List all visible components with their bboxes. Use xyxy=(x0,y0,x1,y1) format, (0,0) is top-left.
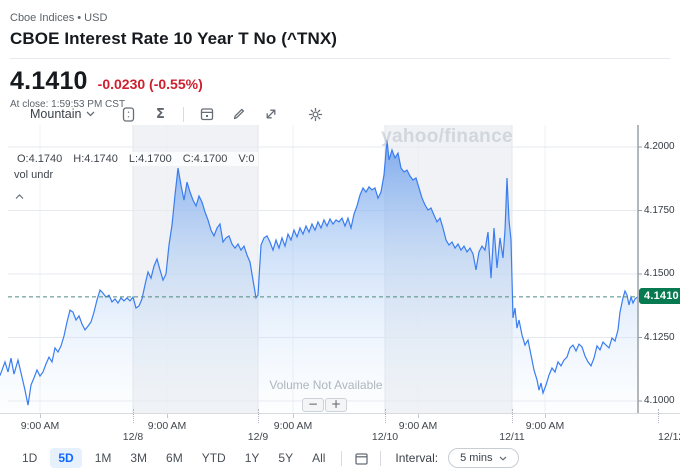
zoom-out-button[interactable]: − xyxy=(302,398,324,412)
axis-tick xyxy=(167,414,168,418)
y-axis-label: 4.1250 xyxy=(644,331,675,343)
range-button-1m[interactable]: 1M xyxy=(94,451,112,465)
volume-under-label[interactable]: vol undr xyxy=(14,169,54,181)
page-title: CBOE Interest Rate 10 Year T No (^TNX) xyxy=(10,29,670,59)
chart-toolbar: Mountain Σ xyxy=(30,103,680,125)
footer-divider xyxy=(380,450,382,466)
axis-tick xyxy=(385,409,386,423)
close-timestamp: At close: 1:59:53 PM CST xyxy=(10,99,126,110)
y-axis-label: 4.2000 xyxy=(644,141,675,152)
ohlc-value: H:4.1740 xyxy=(73,153,118,165)
price-change: -0.0230 (-0.55%) xyxy=(97,76,203,92)
axis-tick xyxy=(658,409,659,423)
chart-style-label: Mountain xyxy=(30,107,82,121)
y-axis-label: 4.1000 xyxy=(644,395,675,406)
sigma-icon[interactable]: Σ xyxy=(155,106,165,122)
x-axis-label: 12/10 xyxy=(371,431,399,443)
ohlc-value: C:4.1700 xyxy=(182,153,228,165)
chevron-down-icon xyxy=(499,456,506,461)
axis-tick xyxy=(40,414,41,418)
draw-pencil-icon[interactable] xyxy=(230,105,248,123)
axis-tick xyxy=(293,414,294,418)
range-button-1d[interactable]: 1D xyxy=(22,451,38,465)
x-axis: 9:00 AM 9:00 AM 9:00 AM 9:00 AM 9:00 AM 12/8 1… xyxy=(0,409,680,446)
last-price: 4.1410 xyxy=(10,67,88,95)
y-axis-label: 4.1500 xyxy=(644,268,675,279)
axis-tick xyxy=(418,414,419,418)
x-axis-label: 9:00 AM xyxy=(525,420,565,432)
chevron-down-icon xyxy=(86,111,95,117)
x-axis-label: 9:00 AM xyxy=(20,420,60,432)
range-button-ytd[interactable]: YTD xyxy=(201,451,226,465)
range-button-1y[interactable]: 1Y xyxy=(244,451,260,465)
range-button-all[interactable]: All xyxy=(312,451,326,465)
ohlc-readout: O:4.1740 H:4.1740 L:4.1700 C:4.1700 V:0 xyxy=(14,152,258,166)
current-price-badge: 4.1410 xyxy=(639,287,680,304)
events-calendar-icon[interactable] xyxy=(198,105,216,123)
axis-tick xyxy=(258,409,259,423)
range-toolbar: 1D 5D 1M 3M 6M YTD 1Y 5Y All Interval: 5 mins xyxy=(0,446,680,470)
toolbar-divider xyxy=(183,106,185,122)
x-axis-label: 12/8 xyxy=(122,431,144,443)
x-axis-label: 9:00 AM xyxy=(147,420,187,432)
zoom-controls: − + xyxy=(302,398,347,412)
exchange-currency: Cboe Indices • USD xyxy=(10,12,108,24)
interval-label: Interval: xyxy=(395,451,439,465)
x-axis-label: 12/12 xyxy=(658,431,680,443)
volume-not-available-note: Volume Not Available xyxy=(269,378,383,392)
range-buttons: 1D 5D 1M 3M 6M YTD 1Y 5Y All xyxy=(16,448,331,468)
mountain-area-plot xyxy=(0,125,642,413)
yahoo-finance-watermark: yahoo/finance xyxy=(381,126,513,147)
price-chart[interactable]: O:4.1740 H:4.1740 L:4.1700 C:4.1700 V:0 vol … xyxy=(0,125,680,413)
x-axis-label: 12/11 xyxy=(499,431,525,443)
collapse-caret-icon[interactable] xyxy=(15,187,24,205)
footer-divider xyxy=(341,450,343,466)
interval-value: 5 mins xyxy=(460,452,493,464)
range-button-6m[interactable]: 6M xyxy=(166,451,183,465)
axis-tick xyxy=(133,409,134,423)
range-button-5y[interactable]: 5Y xyxy=(278,451,294,465)
expand-icon[interactable] xyxy=(262,105,280,123)
range-button-5d[interactable]: 5D xyxy=(50,448,82,468)
x-axis-label: 9:00 AM xyxy=(273,420,313,432)
settings-gear-icon[interactable] xyxy=(306,105,324,123)
date-range-calendar-icon[interactable] xyxy=(352,449,370,467)
chart-style-dropdown[interactable]: Mountain xyxy=(30,107,95,121)
quote-header: Cboe Indices • USD CBOE Interest Rate 10… xyxy=(0,0,680,110)
ohlc-value: V:0 xyxy=(238,153,255,165)
axis-tick xyxy=(512,409,513,423)
interval-select[interactable]: 5 mins xyxy=(448,448,519,468)
axis-tick xyxy=(545,414,546,418)
y-axis-label: 4.1750 xyxy=(644,204,675,216)
ohlc-value: O:4.1740 xyxy=(17,153,63,165)
ohlc-value: L:4.1700 xyxy=(128,153,172,165)
range-button-3m[interactable]: 3M xyxy=(130,451,148,465)
x-axis-label: 9:00 AM xyxy=(398,420,438,432)
zoom-in-button[interactable]: + xyxy=(325,398,347,412)
indicator-box-icon[interactable] xyxy=(119,105,137,123)
x-axis-label: 12/9 xyxy=(247,431,269,443)
